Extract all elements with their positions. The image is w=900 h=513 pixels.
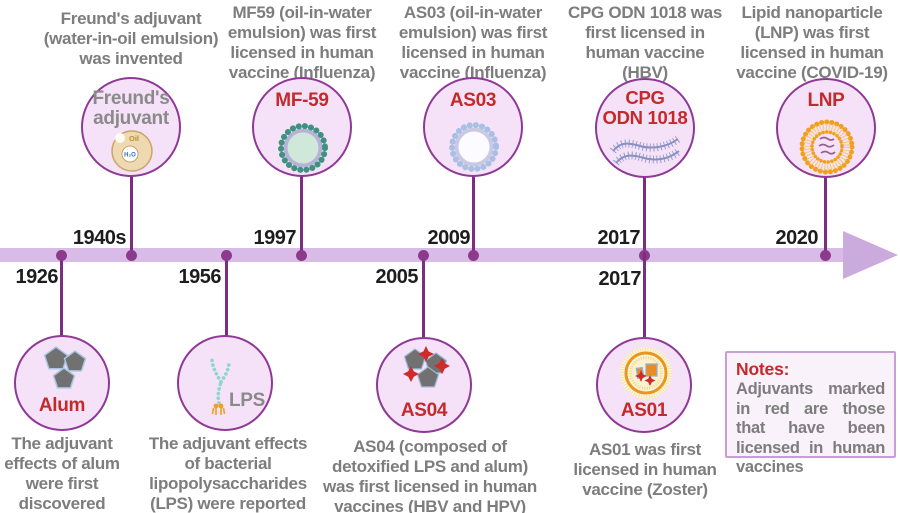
adjuvant-name: AS04 bbox=[400, 400, 448, 421]
connector-stem bbox=[300, 176, 303, 258]
year-label: 1926 bbox=[15, 266, 59, 288]
adjuvant-circle: LNP bbox=[776, 78, 876, 178]
connector-stem bbox=[422, 252, 425, 337]
year-label: 2020 bbox=[775, 227, 819, 249]
lipid-nanoparticle-icon bbox=[799, 119, 855, 175]
year-label: 2017 bbox=[597, 227, 641, 249]
adjuvant-name: Freund's adjuvant bbox=[92, 88, 170, 129]
connector-stem bbox=[643, 176, 646, 258]
dna-oligonucleotide-icon bbox=[609, 135, 682, 166]
event-caption: Lipid nanoparticle (LNP) was first licen… bbox=[736, 3, 888, 82]
year-label: 1940s bbox=[72, 227, 127, 249]
year-label: 1956 bbox=[178, 266, 222, 288]
year-label: 1997 bbox=[253, 227, 297, 249]
water-label: H₂O bbox=[124, 153, 136, 159]
adjuvant-name: LPS bbox=[229, 390, 266, 411]
year-label: 2017 bbox=[598, 268, 642, 290]
alum-crystals-icon bbox=[43, 346, 87, 389]
adjuvant-name: LNP bbox=[807, 90, 845, 111]
adjuvant-circle: LPS bbox=[177, 335, 273, 431]
notes-box: Notes: Adjuvants marked in red are those… bbox=[725, 351, 896, 476]
adjuvant-name: AS01 bbox=[620, 400, 668, 421]
year-label: 2009 bbox=[427, 227, 471, 249]
timeline-arrowhead-icon bbox=[843, 231, 898, 279]
water-in-oil-droplet-icon: Oil H₂O bbox=[111, 130, 153, 172]
adjuvant-name: AS03 bbox=[449, 90, 497, 111]
adjuvant-name: Alum bbox=[38, 395, 86, 416]
notes-title: Notes: bbox=[736, 359, 790, 379]
timeline-dot bbox=[221, 250, 232, 261]
connector-stem bbox=[225, 252, 228, 336]
event-caption: CPG ODN 1018 was first licensed in human… bbox=[568, 3, 722, 82]
adjuvant-name: CPG ODN 1018 bbox=[602, 87, 688, 128]
connector-stem bbox=[130, 176, 133, 258]
event-caption: Freund's adjuvant (water-in-oil emulsion… bbox=[43, 9, 219, 68]
adjuvant-circle: AS03 bbox=[423, 77, 523, 177]
event-caption: The adjuvant effects of alum were first … bbox=[4, 434, 120, 513]
timeline-dot bbox=[126, 250, 137, 261]
lps-molecule-icon bbox=[210, 358, 231, 415]
oil-label: Oil bbox=[129, 134, 139, 143]
alum-mpl-cluster-icon bbox=[403, 346, 450, 388]
event-caption: AS04 (composed of detoxified LPS and alu… bbox=[323, 437, 537, 513]
oil-in-water-emulsion-blue-icon bbox=[449, 122, 499, 172]
timeline-dot bbox=[296, 250, 307, 261]
adjuvant-circle: CPG ODN 1018 bbox=[595, 78, 695, 178]
adjuvant-circle: Freund's adjuvant Oil H₂O bbox=[81, 77, 181, 177]
timeline-dot bbox=[468, 250, 479, 261]
year-label: 2005 bbox=[375, 266, 419, 288]
event-caption: The adjuvant effects of bacterial lipopo… bbox=[148, 434, 308, 513]
notes-body: Adjuvants marked in red are those that h… bbox=[736, 380, 885, 476]
connector-stem bbox=[643, 252, 646, 337]
adjuvant-circle: MF-59 bbox=[252, 77, 352, 177]
adjuvant-circle: AS01 bbox=[596, 337, 692, 433]
timeline-dot bbox=[56, 250, 67, 261]
adjuvant-name: MF-59 bbox=[275, 90, 329, 111]
liposome-saponin-icon bbox=[620, 347, 672, 399]
adjuvant-circle: Alum bbox=[14, 335, 110, 431]
timeline-dot bbox=[418, 250, 429, 261]
event-caption: AS01 was first licensed in human vaccine… bbox=[573, 440, 717, 499]
oil-in-water-emulsion-teal-icon bbox=[278, 123, 328, 173]
connector-stem bbox=[824, 176, 827, 258]
event-caption: MF59 (oil-in-water emulsion) was first l… bbox=[227, 3, 377, 82]
timeline-dot bbox=[820, 250, 831, 261]
connector-stem bbox=[60, 252, 63, 336]
event-caption: AS03 (oil-in-water emulsion) was first l… bbox=[398, 3, 548, 82]
connector-stem bbox=[472, 176, 475, 258]
adjuvant-circle: AS04 bbox=[376, 337, 472, 433]
